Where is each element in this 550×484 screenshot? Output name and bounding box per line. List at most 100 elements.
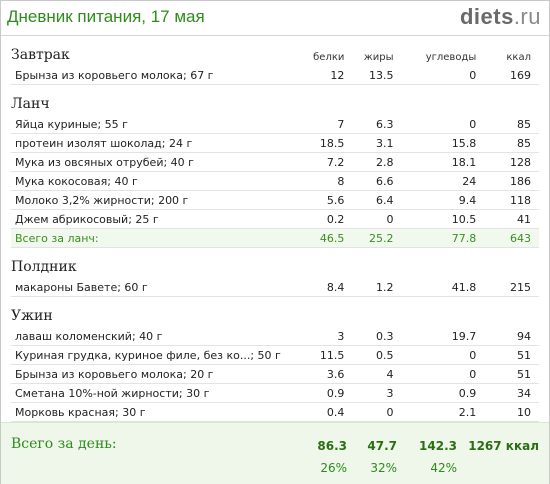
food-row[interactable]: Брынза из коровьего молока; 67 г 12 13.5 0 1… (11, 66, 539, 85)
food-row[interactable]: Сметана 10%-ной жирности; 30 г 0.9 3 0.9 34 (11, 383, 539, 403)
empty-cell (350, 297, 399, 328)
food-protein: 8 (280, 171, 351, 191)
meal-section-cell: Ланч (11, 85, 281, 116)
meal-section-cell: Завтрак (11, 36, 281, 66)
food-carbs: 15.8 (399, 133, 481, 153)
food-name: протеин изолят шоколад; 24 г (11, 133, 281, 153)
food-carbs: 0.9 (399, 383, 481, 403)
food-row[interactable]: Куриная грудка, куриное филе, без ко...;… (11, 345, 539, 365)
meal-section-header: Завтрак белки жиры углеводы ккал (11, 36, 539, 66)
meal-section-cell: Ужин (11, 297, 281, 328)
food-carbs: 19.7 (399, 327, 481, 346)
day-total-fat-pct: 32% (370, 461, 397, 475)
col-header-kcal: ккал (506, 52, 531, 63)
empty-cell (350, 248, 399, 279)
empty-cell (281, 297, 351, 328)
empty-cell (281, 248, 351, 279)
food-carbs: 9.4 (399, 190, 481, 210)
food-name: Молоко 3,2% жирности; 200 г (11, 190, 281, 210)
empty-cell (480, 297, 539, 328)
food-protein: 5.6 (280, 190, 351, 210)
food-protein: 8.4 (280, 278, 351, 297)
food-carbs: 0 (399, 345, 481, 365)
food-kcal: 186 (480, 171, 539, 191)
meal-name: Завтрак (11, 47, 70, 63)
food-row[interactable]: Брынза из коровьего молока; 20 г 3.6 4 0 51 (11, 364, 539, 384)
food-kcal: 215 (480, 278, 539, 297)
diary-header: Дневник питания, 17 мая diets.ru (1, 1, 549, 36)
food-kcal: 34 (480, 383, 539, 403)
food-carbs: 18.1 (399, 152, 481, 172)
food-row[interactable]: Молоко 3,2% жирности; 200 г 5.6 6.4 9.4 118 (11, 190, 539, 210)
food-fat: 3 (350, 383, 400, 403)
meal-section-header: Ланч (11, 85, 539, 116)
food-row[interactable]: Яйца куриные; 55 г 7 6.3 0 85 (11, 115, 539, 134)
meal-total-label: Всего за ланч: (11, 228, 281, 248)
food-kcal: 169 (480, 66, 539, 85)
food-protein: 0.2 (280, 209, 351, 229)
empty-cell (350, 85, 399, 116)
food-protein: 3 (280, 327, 351, 346)
meal-name: Полдник (11, 259, 77, 275)
diets-logo[interactable]: diets.ru (460, 4, 541, 30)
food-name: Джем абрикосовый; 25 г (11, 209, 281, 229)
food-carbs: 0 (399, 66, 481, 85)
diary-content: Завтрак белки жиры углеводы ккал Брынза из ко… (1, 36, 549, 441)
food-name: Яйца куриные; 55 г (11, 115, 281, 134)
meal-section-cell: Полдник (11, 248, 281, 279)
food-kcal: 10 (480, 402, 539, 422)
food-carbs: 0 (399, 115, 481, 134)
food-row[interactable]: Морковь красная; 30 г 0.4 0 2.1 10 (11, 402, 539, 422)
food-protein: 0.4 (280, 402, 351, 422)
food-fat: 1.2 (350, 278, 400, 297)
food-kcal: 51 (480, 345, 539, 365)
day-total-label: Всего за день: (11, 436, 117, 452)
food-row[interactable]: протеин изолят шоколад; 24 г 18.5 3.1 15.8 8… (11, 133, 539, 153)
day-total-protein: 86.3 (317, 439, 347, 453)
food-carbs: 2.1 (399, 402, 481, 422)
food-protein: 7.2 (280, 152, 351, 172)
col-header-protein: белки (313, 52, 345, 63)
food-kcal: 85 (480, 115, 539, 134)
empty-cell (281, 85, 351, 116)
logo-suffix: .ru (513, 4, 541, 29)
food-protein: 11.5 (280, 345, 351, 365)
meal-section-header: Ужин (11, 297, 539, 328)
food-name: Мука кокосовая; 40 г (11, 171, 281, 191)
empty-cell (400, 248, 481, 279)
food-fat: 0 (350, 402, 400, 422)
food-kcal: 94 (480, 327, 539, 346)
empty-cell (480, 85, 539, 116)
food-protein: 0.9 (280, 383, 351, 403)
meal-total-row: Всего за ланч: 46.5 25.2 77.8 643 (11, 228, 539, 248)
food-protein: 12 (280, 66, 351, 85)
day-total-fat: 47.7 (367, 439, 397, 453)
col-header-fat: жиры (363, 52, 394, 63)
food-fat: 0 (350, 209, 400, 229)
food-name: лаваш коломенский; 40 г (11, 327, 281, 346)
empty-cell (400, 85, 481, 116)
food-row[interactable]: Мука кокосовая; 40 г 8 6.6 24 186 (11, 171, 539, 191)
meal-total-fat: 25.2 (350, 228, 400, 248)
food-row[interactable]: лаваш коломенский; 40 г 3 0.3 19.7 94 (11, 327, 539, 346)
food-kcal: 41 (480, 209, 539, 229)
food-name: макароны Бавете; 60 г (11, 278, 281, 297)
day-total-kcal: 1267 ккал (468, 439, 539, 453)
meal-total-kcal: 643 (480, 228, 539, 248)
food-name: Брынза из коровьего молока; 67 г (11, 66, 281, 85)
meal-section-header: Полдник (11, 248, 539, 279)
col-header-carbs: углеводы (425, 52, 477, 63)
food-kcal: 118 (480, 190, 539, 210)
food-row[interactable]: Джем абрикосовый; 25 г 0.2 0 10.5 41 (11, 209, 539, 229)
food-fat: 6.3 (350, 115, 400, 134)
food-protein: 3.6 (280, 364, 351, 384)
day-total-protein-pct: 26% (320, 461, 347, 475)
empty-cell (480, 248, 539, 279)
logo-main: diets (459, 4, 514, 29)
meal-total-protein: 46.5 (280, 228, 351, 248)
meal-name: Ланч (11, 96, 50, 112)
food-carbs: 41.8 (399, 278, 481, 297)
food-row[interactable]: Мука из овсяных отрубей; 40 г 7.2 2.8 18.1 1… (11, 152, 539, 172)
food-row[interactable]: макароны Бавете; 60 г 8.4 1.2 41.8 215 (11, 278, 539, 297)
